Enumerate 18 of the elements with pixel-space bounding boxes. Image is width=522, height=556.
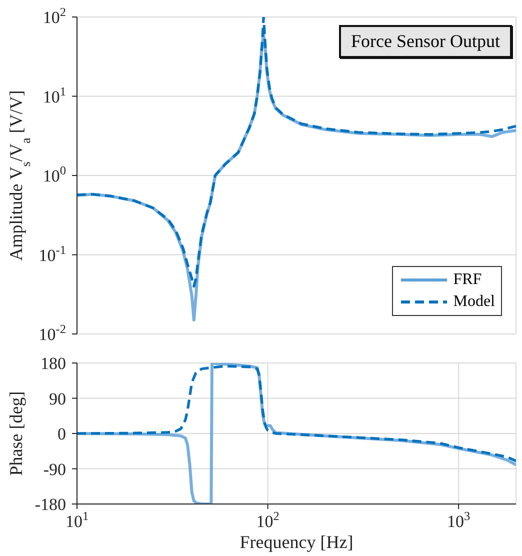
x-tick-label: 10$^{3}$ bbox=[447, 509, 470, 531]
x-axis-title: Frequency [Hz] bbox=[240, 532, 354, 552]
y-tick-label: 0 bbox=[58, 424, 66, 444]
y-axis-title: Phase [deg] bbox=[6, 391, 26, 476]
y-tick-label: 10$^{1}$ bbox=[42, 84, 66, 106]
text: Force Sensor Output bbox=[339, 25, 512, 58]
x-tick-label: 10$^{1}$ bbox=[65, 509, 89, 531]
y-tick-label: 180 bbox=[40, 354, 66, 373]
y-tick-label: 10$^{-2}$ bbox=[38, 322, 66, 344]
y-tick-label: -180 bbox=[34, 495, 66, 514]
y-tick-label: 10$^{-1}$ bbox=[38, 242, 66, 265]
y-tick-label: 10$^{2}$ bbox=[42, 5, 66, 27]
y-tick-label: -90 bbox=[43, 460, 66, 479]
legend-label: Model bbox=[453, 292, 495, 312]
y-tick-label: 90 bbox=[49, 389, 66, 408]
legend-label: FRF bbox=[453, 270, 482, 290]
x-tick-label: 10$^{2}$ bbox=[256, 509, 280, 531]
y-tick-label: 10$^{0}$ bbox=[42, 164, 66, 186]
